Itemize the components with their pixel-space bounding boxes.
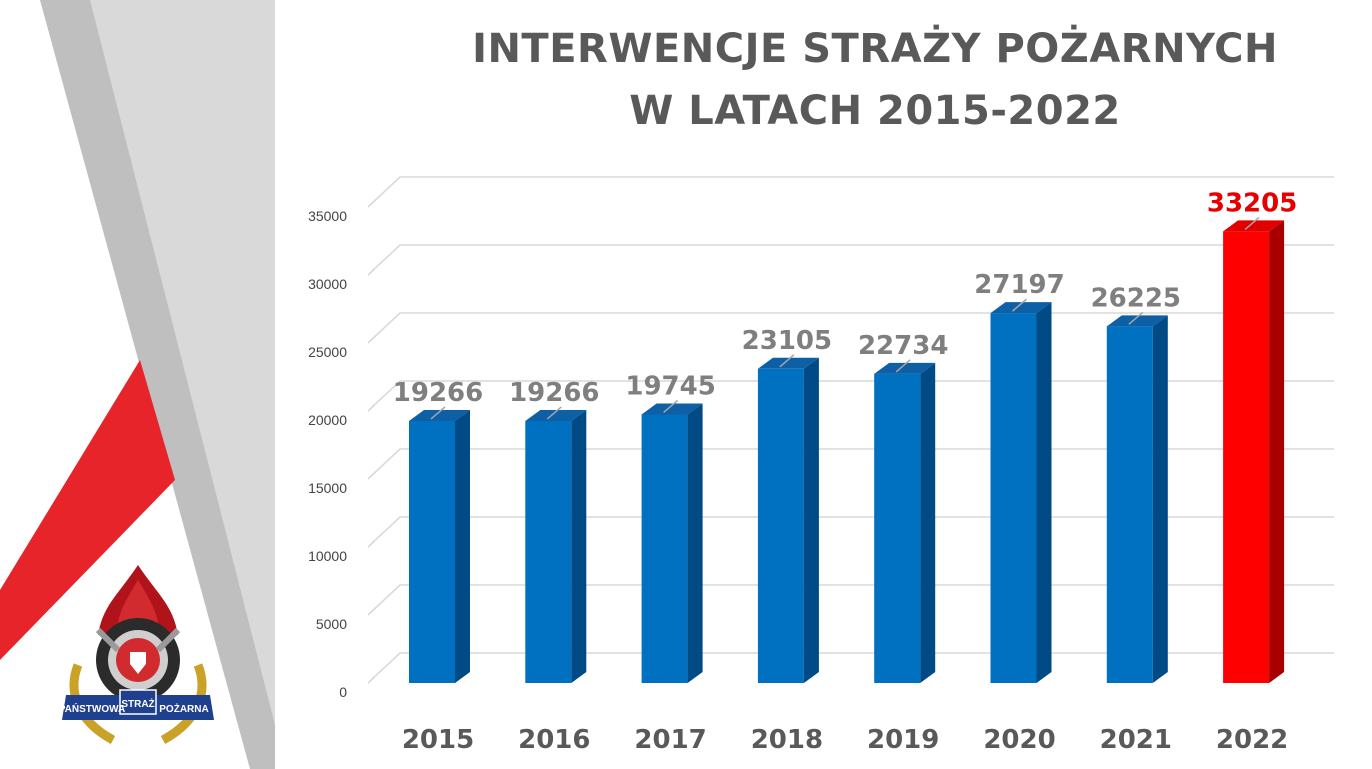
logo-text-left: PAŃSTWOWA [59, 702, 125, 715]
data-labels: 19266 19266 19745 23105 22734 27197 26225 33205 [393, 188, 1297, 420]
gridline [367, 312, 1334, 344]
bar-2021 [1106, 315, 1168, 683]
data-label-2022: 33205 [1207, 188, 1297, 218]
data-label-leader [1012, 298, 1027, 312]
data-label-leader [895, 359, 911, 373]
x-tick-label: 2018 [751, 725, 823, 755]
x-tick-label: 2019 [867, 725, 939, 755]
y-tick-label: 35000 [308, 208, 347, 224]
bar-2018 [757, 357, 819, 683]
fire-service-emblem-icon: PAŃSTWOWA STRAŻ POŻARNA [59, 565, 214, 744]
gridline [367, 584, 1334, 616]
data-label-2019: 22734 [858, 331, 948, 361]
data-label-2020: 27197 [974, 270, 1064, 300]
gridline [367, 448, 1334, 480]
bar-2019 [874, 362, 936, 683]
y-tick-label: 5000 [316, 616, 347, 632]
data-label-leader [430, 406, 446, 420]
data-label-leader [1128, 311, 1144, 325]
y-tick-label: 0 [339, 684, 347, 700]
gridlines [367, 176, 1334, 684]
data-label-2015: 19266 [393, 378, 483, 408]
gridline [367, 244, 1334, 276]
gridline [367, 516, 1334, 548]
bar-2020 [990, 302, 1052, 683]
data-label-leader [663, 399, 679, 414]
data-label-2017: 19745 [625, 371, 715, 401]
y-tick-label: 15000 [308, 480, 347, 496]
data-label-leader [1244, 216, 1260, 230]
chart-title-line-1: INTERWENCJE STRAŻY POŻARNYCH [472, 26, 1278, 72]
y-tick-label: 20000 [308, 412, 347, 428]
x-tick-label: 2017 [634, 725, 706, 755]
bar-2016 [525, 409, 587, 683]
x-tick-label: 2015 [402, 725, 474, 755]
x-tick-label: 2016 [518, 725, 590, 755]
data-label-leader [546, 406, 562, 420]
y-axis: 0 5000 10000 15000 20000 25000 30000 35000 [308, 208, 347, 700]
data-label-2021: 26225 [1091, 283, 1181, 313]
gridline [367, 176, 1334, 208]
y-tick-label: 10000 [308, 548, 347, 564]
y-tick-label: 25000 [308, 344, 347, 360]
chart-title: INTERWENCJE STRAŻY POŻARNYCH W LATACH 20… [360, 18, 1372, 142]
data-label-leader [779, 354, 795, 368]
x-tick-label: 2021 [1100, 725, 1172, 755]
data-label-2018: 23105 [742, 326, 832, 356]
x-tick-label: 2022 [1216, 725, 1288, 755]
bar-series [409, 220, 1285, 684]
bar-2015 [409, 409, 470, 683]
x-tick-label: 2020 [983, 725, 1055, 755]
data-label-2016: 19266 [509, 378, 599, 408]
bar-2022 [1223, 220, 1285, 684]
logo-text-right: POŻARNA [159, 702, 208, 715]
x-axis: 2015 2016 2017 2018 2019 2020 2021 2022 [402, 725, 1288, 755]
gridline [367, 652, 1334, 684]
y-tick-label: 30000 [308, 276, 347, 292]
logo-text-center: STRAŻ [121, 697, 154, 710]
chart-title-line-2: W LATACH 2015-2022 [629, 88, 1121, 134]
bar-2017 [641, 403, 703, 683]
